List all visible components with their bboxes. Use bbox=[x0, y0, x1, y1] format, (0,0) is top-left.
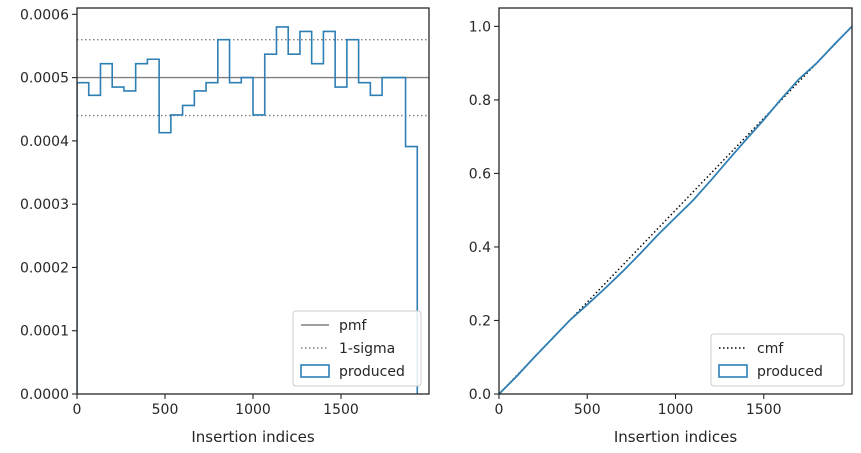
legend-label: pmf bbox=[339, 318, 368, 334]
legend: pmf 1-sigma produced bbox=[292, 310, 422, 387]
x-axis-label: Insertion indices bbox=[614, 428, 737, 446]
x-tick-label: 0 bbox=[495, 402, 504, 418]
produced-cumulative bbox=[499, 25, 852, 394]
legend-box bbox=[292, 310, 422, 387]
y-tick-label: 0.4 bbox=[469, 240, 491, 256]
legend-box bbox=[710, 333, 845, 387]
y-tick-label: 0.0005 bbox=[20, 71, 69, 87]
x-tick-label: 500 bbox=[152, 402, 179, 418]
plot-area bbox=[77, 26, 429, 394]
y-tick-label: 0.0000 bbox=[20, 387, 69, 403]
legend-label: produced bbox=[757, 364, 823, 380]
y-tick-label: 0.8 bbox=[469, 93, 491, 109]
y-tick-label: 0.0004 bbox=[20, 134, 69, 150]
produced-histogram bbox=[77, 26, 419, 394]
y-tick-label: 0.6 bbox=[469, 166, 491, 182]
chart-pmf: 0 500 1000 1500 0.0000 0.0001 0.0002 0.0003 0.00… bbox=[20, 7, 430, 446]
legend-label: 1-sigma bbox=[339, 341, 395, 357]
plot-area bbox=[499, 25, 852, 394]
x-tick-label: 0 bbox=[73, 402, 82, 418]
y-tick-label: 0.0003 bbox=[20, 197, 69, 213]
legend-handle-produced bbox=[300, 364, 330, 378]
y-tick-label: 0.0002 bbox=[20, 260, 69, 276]
x-tick-label: 1000 bbox=[235, 402, 271, 418]
x-tick-label: 1500 bbox=[323, 402, 359, 418]
chart-cmf: 0 500 1000 1500 0.0 0.2 0.4 0.6 0.8 1.0 Insertion … bbox=[469, 7, 853, 446]
y-tick-label: 0.0 bbox=[469, 387, 491, 403]
y-tick-label: 1.0 bbox=[469, 19, 491, 35]
legend-label: produced bbox=[339, 364, 405, 380]
legend: cmf produced bbox=[710, 333, 845, 387]
legend-handle-produced bbox=[718, 364, 748, 378]
y-tick-label: 0.0006 bbox=[20, 7, 69, 23]
legend-label: cmf bbox=[757, 341, 784, 357]
x-tick-label: 1500 bbox=[746, 402, 782, 418]
y-tick-label: 0.0001 bbox=[20, 324, 69, 340]
x-axis-label: Insertion indices bbox=[191, 428, 314, 446]
x-tick-label: 500 bbox=[574, 402, 601, 418]
x-tick-label: 1000 bbox=[658, 402, 694, 418]
y-tick-label: 0.2 bbox=[469, 313, 491, 329]
